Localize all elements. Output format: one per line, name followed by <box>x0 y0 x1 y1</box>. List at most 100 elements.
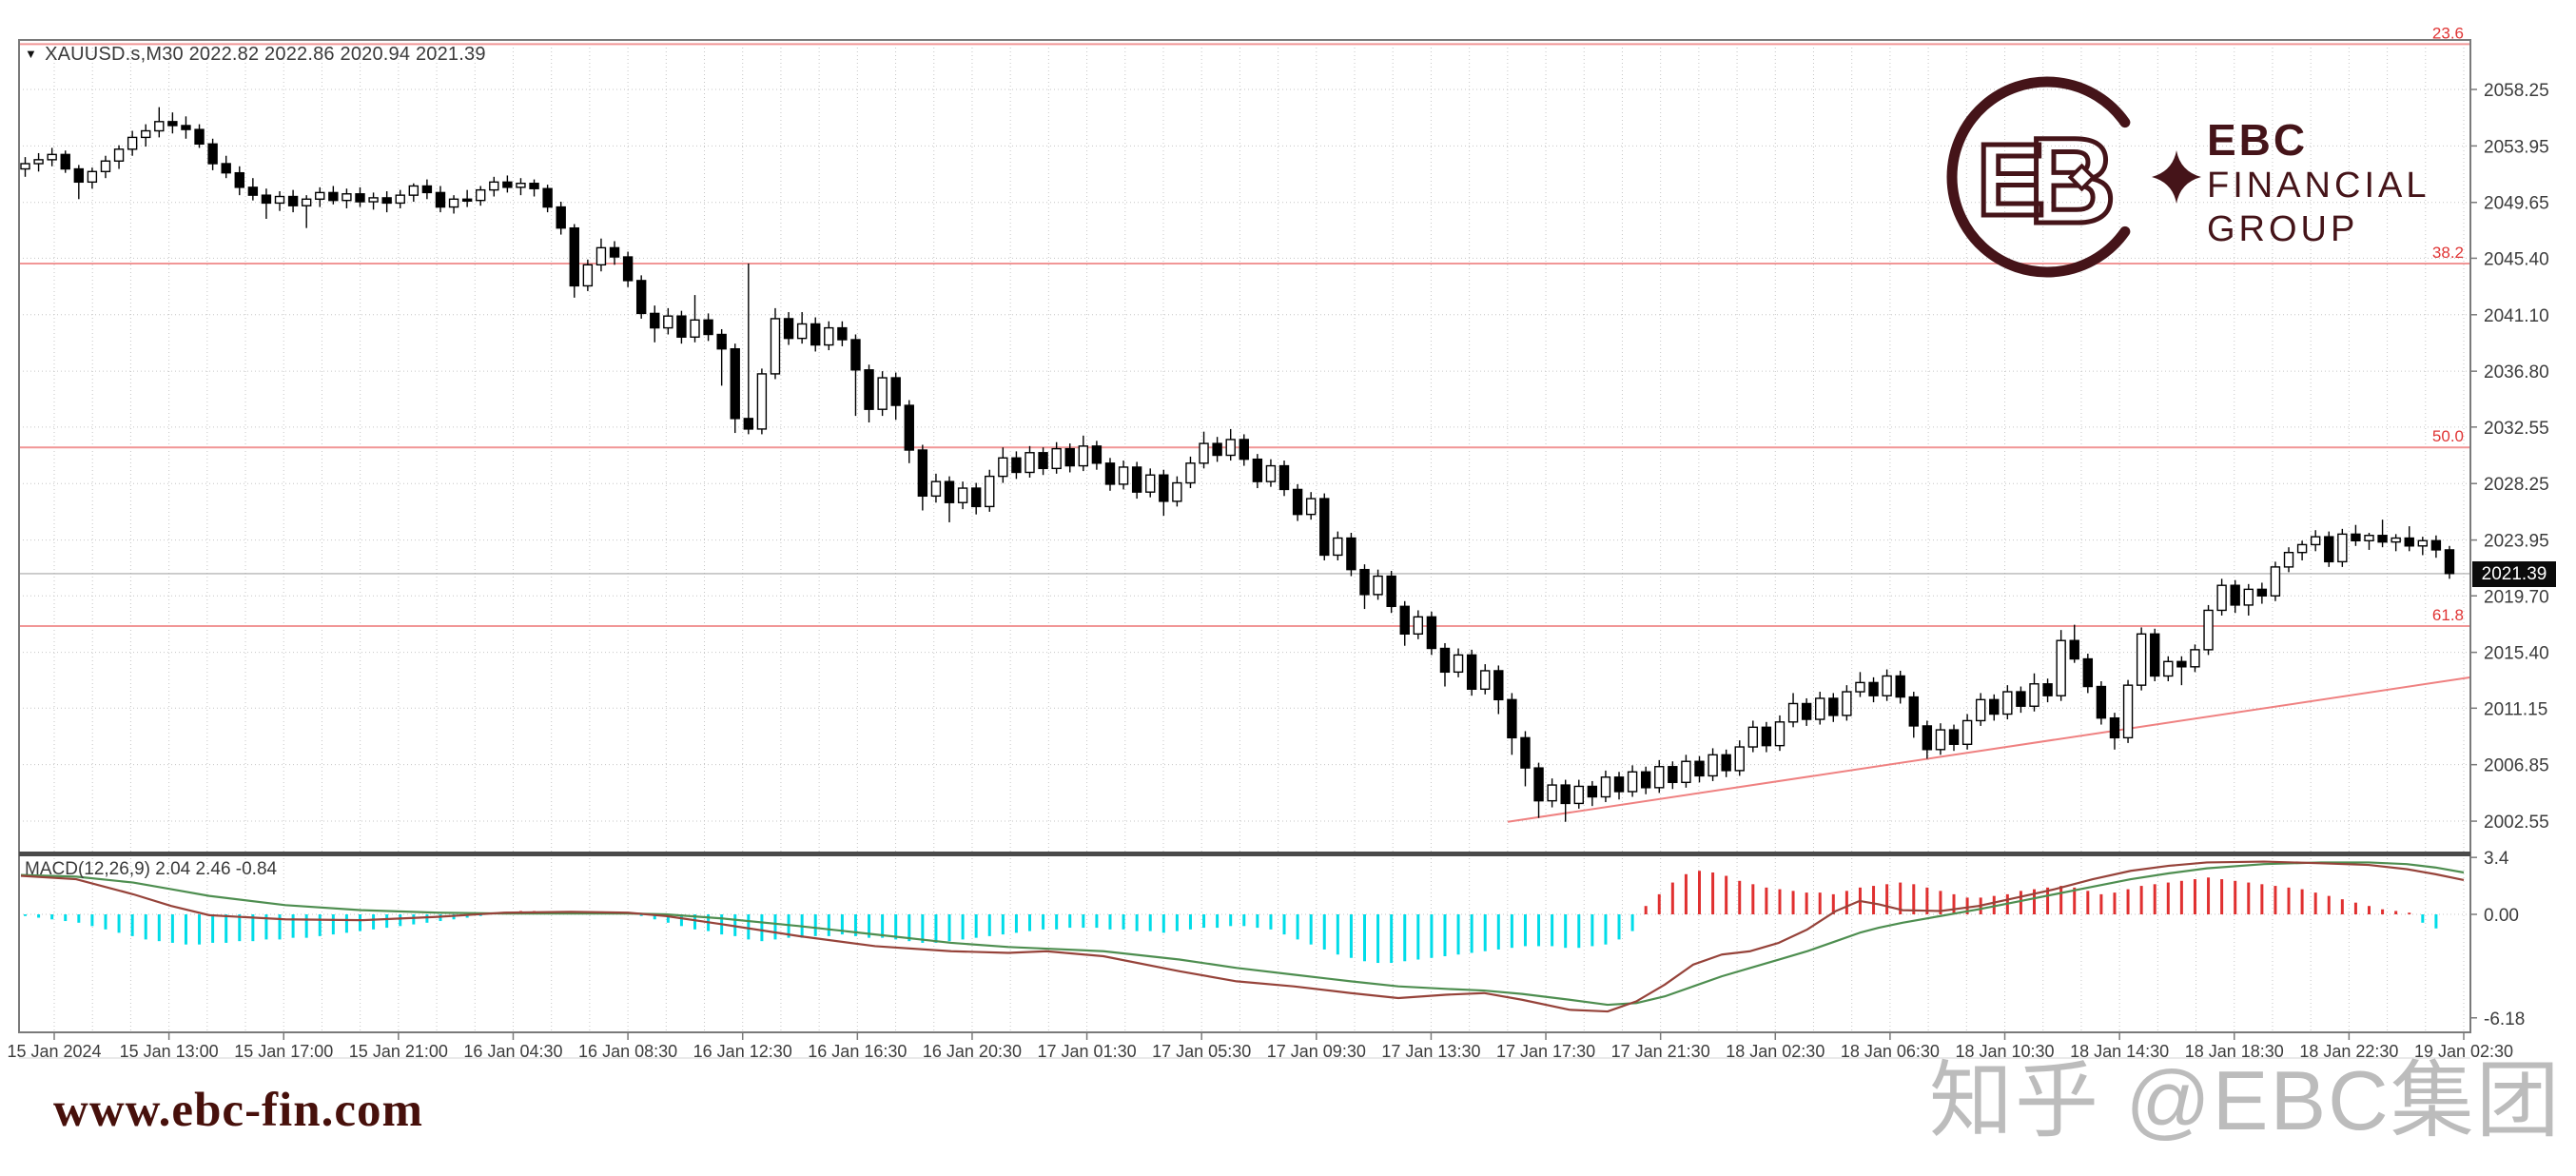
candle-body <box>2404 537 2414 547</box>
candle-body <box>890 377 901 406</box>
candle-body <box>167 121 178 127</box>
symbol-ohlc-text: XAUUSD.s,M30 2022.82 2022.86 2020.94 202… <box>45 44 486 65</box>
pane-separator[interactable] <box>19 852 2470 856</box>
candle-body <box>529 183 539 189</box>
candle-body <box>569 226 579 287</box>
candle-body <box>542 187 553 208</box>
price-axis-label: 2019.70 <box>2484 587 2549 607</box>
candle-body <box>716 333 727 350</box>
zhihu-watermark: 知乎 @EBC集团 <box>1929 1053 2562 1147</box>
svg-text:E: E <box>1977 122 2045 237</box>
candle-body <box>1025 452 1035 474</box>
macd-pane-frame <box>18 853 2471 1033</box>
logo-text-group: GROUP <box>2207 209 2359 249</box>
candle-body <box>1131 466 1142 493</box>
candle-body <box>2163 660 2174 677</box>
price-axis-label: 2011.15 <box>2484 699 2547 719</box>
price-axis-label: 2023.95 <box>2484 532 2549 552</box>
candle-body <box>247 186 259 196</box>
candle-body <box>1078 445 1089 467</box>
price-axis-label: 2032.55 <box>2484 419 2549 439</box>
candle-body <box>663 315 673 329</box>
candle-body <box>194 128 205 145</box>
candle-body <box>1091 445 1103 464</box>
candle-body <box>2351 533 2361 541</box>
price-axis-label: 2015.40 <box>2484 644 2549 664</box>
time-axis-label: 18 Jan 14:30 <box>2070 1042 2169 1061</box>
candle-body <box>2256 588 2268 597</box>
candle-body <box>1828 697 1839 716</box>
candle-body <box>1640 771 1651 789</box>
candle-body <box>1333 537 1343 557</box>
trendline <box>1507 676 2471 823</box>
candle-body <box>1426 616 1437 650</box>
candle-body <box>1694 760 1705 777</box>
candle-body <box>395 194 405 205</box>
candle-body <box>690 319 700 338</box>
candle-body <box>1734 746 1745 772</box>
time-axis-label: 17 Jan 01:30 <box>1038 1042 1137 1061</box>
candle-body <box>2136 633 2147 686</box>
candle-body <box>1265 464 1277 482</box>
time-axis-label: 17 Jan 13:30 <box>1381 1042 1480 1061</box>
candle-body <box>1855 681 1865 693</box>
candle-body <box>635 280 647 315</box>
candle-body <box>1212 442 1222 457</box>
candle-body <box>181 125 191 130</box>
price-axis-label: 2036.80 <box>2484 363 2549 382</box>
candle-body <box>743 418 754 430</box>
candle-body <box>2216 584 2227 612</box>
logo-text-ebc: EBC <box>2207 115 2309 165</box>
macd-signal-line <box>20 861 2465 1007</box>
candle-body <box>489 181 499 191</box>
candle-body <box>100 160 111 172</box>
chart-title-bar[interactable]: ▼ XAUUSD.s,M30 2022.82 2022.86 2020.94 20… <box>25 44 486 66</box>
candle-body <box>368 197 379 203</box>
candle-body <box>1961 719 1973 745</box>
candle-body <box>1118 466 1129 485</box>
candle-body <box>47 153 57 161</box>
candle-body <box>1386 575 1396 608</box>
candle-body <box>1787 702 1799 723</box>
candle-body <box>502 181 513 188</box>
candle-body <box>2230 584 2240 606</box>
candle-body <box>985 475 995 508</box>
candle-body <box>930 480 942 498</box>
candle-body <box>917 449 928 498</box>
candle-body <box>944 480 955 503</box>
candle-body <box>1708 754 1718 777</box>
candle-body <box>824 326 834 346</box>
candle-body <box>60 153 70 170</box>
candle-body <box>2042 683 2053 696</box>
symbol-dropdown-icon[interactable]: ▼ <box>25 47 38 61</box>
candle-body <box>1439 647 1451 674</box>
time-axis-label: 18 Jan 18:30 <box>2185 1042 2284 1061</box>
candle-body <box>328 191 339 202</box>
fib-level-label: 23.6 <box>2432 24 2464 42</box>
candle-body <box>1480 670 1491 690</box>
candle-body <box>315 191 325 200</box>
time-axis-label: 16 Jan 08:30 <box>578 1042 677 1061</box>
candle-body <box>703 319 713 336</box>
candle-body <box>1774 721 1786 747</box>
candle-body <box>2270 566 2281 597</box>
candle-body <box>1668 766 1678 784</box>
logo-text-financial: FINANCIAL <box>2207 166 2430 206</box>
price-axis-label: 2002.55 <box>2484 813 2549 833</box>
candle-body <box>113 148 125 162</box>
candle-body <box>2283 551 2294 568</box>
macd-axis-label: 3.4 <box>2484 849 2509 869</box>
candle-body <box>810 323 821 346</box>
candle-body <box>2203 609 2214 651</box>
price-axis-label: 2028.25 <box>2484 475 2549 495</box>
candle-body <box>783 318 794 340</box>
candle-body <box>2109 716 2120 739</box>
candle-body <box>1868 681 1879 696</box>
candle-body <box>2337 533 2348 563</box>
candle-body <box>2150 633 2160 677</box>
candle-body <box>1975 698 1986 722</box>
candle-body <box>864 369 874 410</box>
last-price-tag: 2021.39 <box>2472 561 2556 587</box>
